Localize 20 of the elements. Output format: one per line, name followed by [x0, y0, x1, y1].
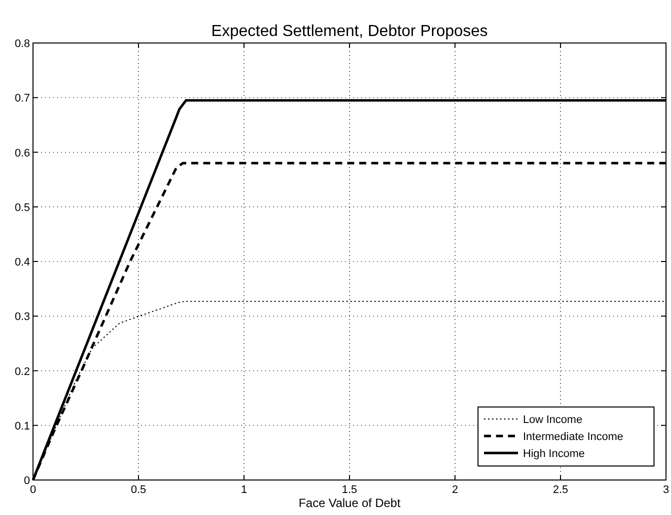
y-tick-label: 0.8 [14, 38, 30, 50]
y-tick-label: 0.5 [14, 202, 30, 214]
y-tick-label: 0 [24, 475, 30, 487]
legend-label: High Income [523, 448, 585, 460]
y-tick-label: 0.3 [14, 311, 30, 324]
x-tick-label: 0.5 [130, 484, 146, 496]
y-tick-label: 0.1 [14, 420, 30, 432]
y-tick-label: 0.6 [14, 147, 30, 160]
legend-label: Low Income [523, 414, 582, 426]
x-tick-label: 1 [240, 484, 248, 496]
y-tick-label: 0.2 [14, 366, 30, 378]
x-tick-label: 2.5 [552, 484, 568, 496]
x-axis-title: Face Value of Debt [298, 496, 402, 510]
x-tick-label: 3 [662, 484, 670, 496]
legend-label: Intermediate Income [523, 431, 624, 443]
chart-title: Expected Settlement, Debtor Proposes [211, 23, 488, 40]
y-tick-label: 0.7 [14, 92, 30, 105]
x-tick-label: 1.5 [342, 484, 358, 496]
y-tick-label: 0.4 [14, 256, 30, 268]
x-tick-label: 2 [452, 484, 458, 496]
